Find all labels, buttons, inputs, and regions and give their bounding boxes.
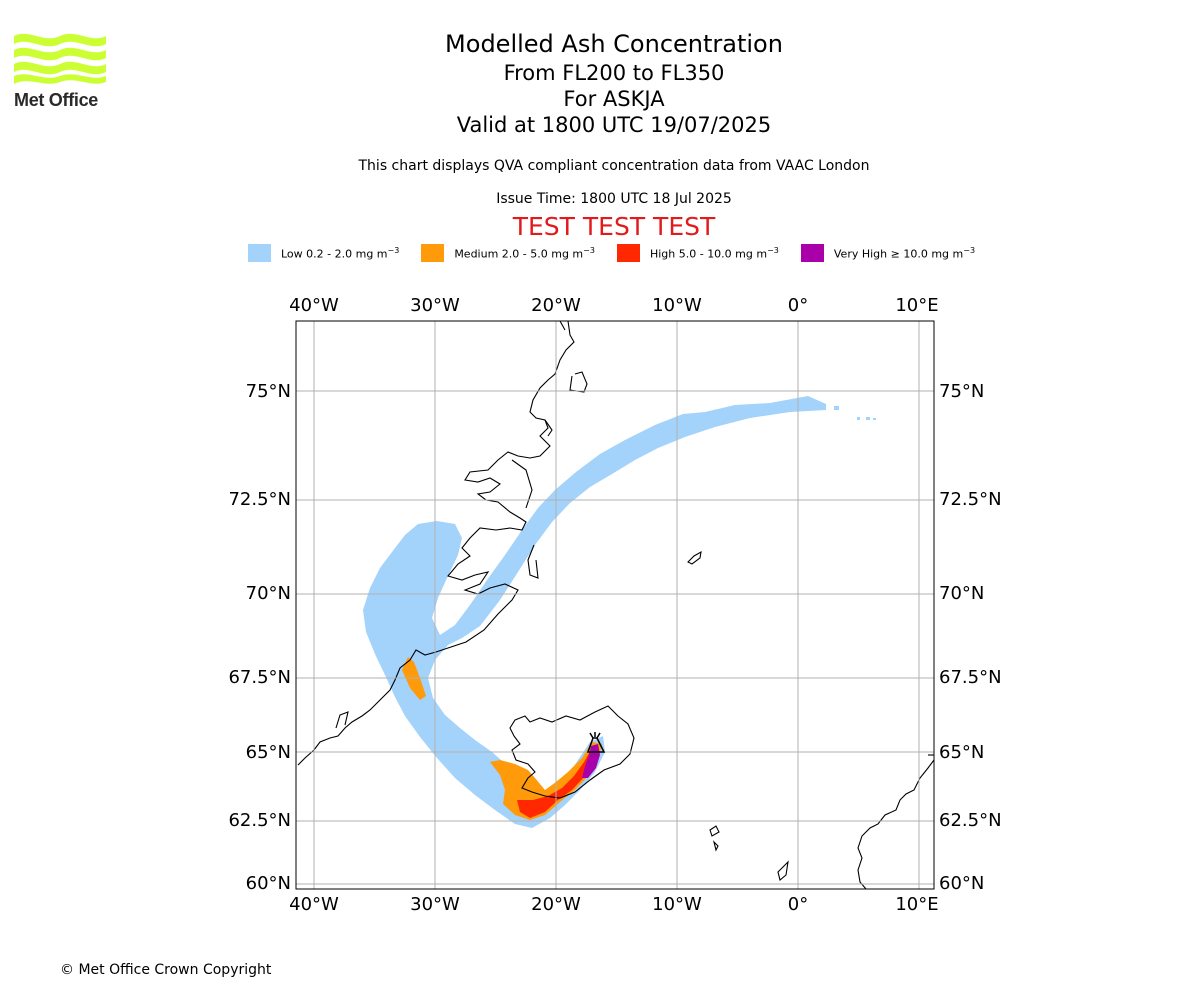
legend-item-low: Low 0.2 - 2.0 mg m−3 bbox=[248, 244, 399, 262]
title-flight-levels: From FL200 to FL350 bbox=[503, 61, 725, 85]
legend-swatch-very-high bbox=[800, 244, 824, 262]
met-office-logo: Met Office bbox=[14, 30, 106, 110]
subtitle: This chart displays QVA compliant concen… bbox=[358, 158, 870, 174]
issue-time: Issue Time: 1800 UTC 18 Jul 2025 bbox=[496, 191, 732, 207]
lat-label-left: 75°N bbox=[246, 381, 291, 402]
legend-item-medium: Medium 2.0 - 5.0 mg m−3 bbox=[421, 244, 595, 262]
chart-title-block: Modelled Ash Concentration From FL200 to… bbox=[314, 28, 914, 138]
lon-label-top: 0° bbox=[788, 295, 808, 316]
lon-label-bottom: 0° bbox=[788, 894, 808, 915]
legend-label-very-high: Very High ≥ 10.0 mg m−3 bbox=[833, 245, 976, 261]
lat-label-left: 65°N bbox=[246, 742, 291, 763]
met-office-waves-icon bbox=[14, 33, 106, 84]
lat-label-left: 67.5°N bbox=[228, 667, 291, 688]
legend-swatch-high bbox=[616, 244, 640, 262]
map-frame bbox=[295, 320, 935, 890]
legend-item-high: High 5.0 - 10.0 mg m−3 bbox=[616, 244, 779, 262]
lat-label-right: 70°N bbox=[939, 583, 984, 604]
lat-label-right: 72.5°N bbox=[939, 489, 1002, 510]
test-banner: TEST TEST TEST bbox=[512, 212, 716, 241]
ash-area-high bbox=[517, 748, 598, 818]
legend-swatch-medium bbox=[421, 244, 445, 262]
legend-item-very-high: Very High ≥ 10.0 mg m−3 bbox=[800, 244, 976, 262]
logo-text: Met Office bbox=[14, 90, 99, 110]
lat-label-right: 62.5°N bbox=[939, 810, 1002, 831]
lat-label-left: 72.5°N bbox=[228, 489, 291, 510]
lat-label-left: 62.5°N bbox=[228, 810, 291, 831]
legend-label-high: High 5.0 - 10.0 mg m−3 bbox=[649, 245, 779, 261]
lon-label-bottom: 20°W bbox=[531, 894, 581, 915]
legend-label-medium: Medium 2.0 - 5.0 mg m−3 bbox=[454, 245, 595, 261]
lat-label-left: 60°N bbox=[246, 873, 291, 894]
title-volcano: For ASKJA bbox=[563, 87, 665, 111]
volcano-marker-icon bbox=[586, 732, 606, 753]
lon-label-top: 10°E bbox=[895, 295, 938, 316]
lat-label-right: 67.5°N bbox=[939, 667, 1002, 688]
lon-label-bottom: 40°W bbox=[289, 894, 339, 915]
lon-label-top: 10°W bbox=[652, 295, 702, 316]
legend-label-low: Low 0.2 - 2.0 mg m−3 bbox=[281, 245, 400, 261]
lon-label-bottom: 30°W bbox=[410, 894, 460, 915]
ash-area-low bbox=[363, 396, 826, 828]
ash-speck bbox=[834, 406, 839, 410]
copyright: © Met Office Crown Copyright bbox=[60, 962, 272, 978]
legend-swatch-low bbox=[248, 244, 271, 262]
lat-label-right: 60°N bbox=[939, 873, 984, 894]
lon-label-top: 30°W bbox=[410, 295, 460, 316]
lon-label-top: 40°W bbox=[289, 295, 339, 316]
lon-label-top: 20°W bbox=[531, 295, 581, 316]
legend: Low 0.2 - 2.0 mg m−3 Medium 2.0 - 5.0 mg… bbox=[248, 244, 997, 262]
lat-label-right: 75°N bbox=[939, 381, 984, 402]
title-valid-time: Valid at 1800 UTC 19/07/2025 bbox=[456, 113, 772, 137]
ash-speck bbox=[866, 417, 870, 420]
lon-label-bottom: 10°W bbox=[652, 894, 702, 915]
lat-label-right: 65°N bbox=[939, 742, 984, 763]
title-main: Modelled Ash Concentration bbox=[445, 30, 783, 58]
lat-label-left: 70°N bbox=[246, 583, 291, 604]
graticule bbox=[296, 321, 934, 889]
ash-speck bbox=[873, 418, 876, 420]
lon-label-bottom: 10°E bbox=[895, 894, 938, 915]
ash-speck bbox=[857, 417, 860, 420]
